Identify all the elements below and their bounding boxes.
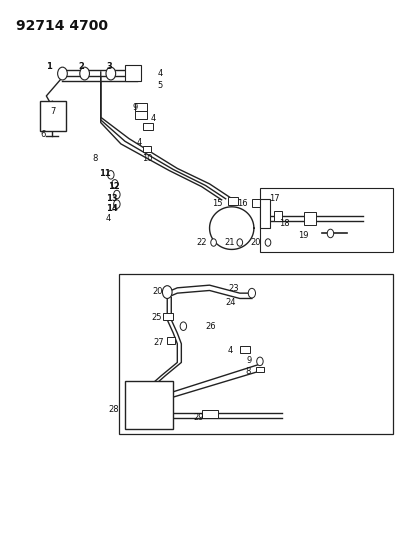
Circle shape bbox=[180, 322, 187, 330]
Bar bbox=[40, 101, 66, 131]
Circle shape bbox=[248, 288, 256, 298]
Bar bbox=[143, 146, 151, 152]
Circle shape bbox=[106, 67, 116, 80]
Circle shape bbox=[112, 180, 118, 188]
Text: 4: 4 bbox=[228, 346, 233, 354]
Circle shape bbox=[114, 200, 120, 208]
Text: 16: 16 bbox=[237, 199, 247, 208]
Text: 29: 29 bbox=[193, 413, 204, 422]
Text: 4: 4 bbox=[150, 115, 156, 123]
Bar bbox=[202, 410, 218, 418]
Text: 14: 14 bbox=[106, 205, 118, 213]
Bar bbox=[240, 346, 250, 353]
Text: 8: 8 bbox=[246, 367, 251, 376]
Text: 19: 19 bbox=[298, 231, 309, 240]
Circle shape bbox=[327, 229, 334, 238]
Bar bbox=[135, 103, 147, 111]
Text: 17: 17 bbox=[269, 194, 280, 203]
Text: 15: 15 bbox=[212, 199, 223, 208]
Text: 1: 1 bbox=[46, 62, 52, 71]
Text: 25: 25 bbox=[151, 313, 162, 322]
Text: 9: 9 bbox=[132, 103, 137, 112]
Text: 13: 13 bbox=[106, 194, 118, 203]
Text: 20: 20 bbox=[251, 238, 261, 247]
Text: 4: 4 bbox=[157, 69, 162, 77]
Text: 6: 6 bbox=[40, 130, 46, 139]
Circle shape bbox=[162, 286, 172, 298]
Text: 12: 12 bbox=[108, 182, 119, 190]
Text: 10: 10 bbox=[142, 154, 153, 163]
Bar bbox=[143, 123, 153, 130]
Text: 11: 11 bbox=[99, 169, 110, 178]
Text: 4: 4 bbox=[106, 214, 111, 223]
Text: 2: 2 bbox=[79, 62, 85, 71]
Bar bbox=[274, 211, 282, 221]
Text: 4: 4 bbox=[137, 139, 142, 147]
Circle shape bbox=[265, 239, 271, 246]
Bar bbox=[119, 274, 393, 434]
Circle shape bbox=[58, 67, 67, 80]
Text: 26: 26 bbox=[206, 322, 216, 330]
Bar bbox=[125, 65, 141, 81]
Text: 21: 21 bbox=[225, 238, 235, 247]
Bar bbox=[135, 111, 147, 119]
Text: 92714 4700: 92714 4700 bbox=[16, 19, 108, 33]
Bar bbox=[260, 199, 270, 228]
Bar bbox=[228, 197, 238, 205]
Text: 5: 5 bbox=[157, 81, 162, 90]
Text: 24: 24 bbox=[226, 298, 236, 306]
Text: 9: 9 bbox=[247, 357, 252, 365]
Circle shape bbox=[114, 190, 120, 199]
Circle shape bbox=[257, 357, 263, 366]
Text: 8: 8 bbox=[92, 154, 97, 163]
Text: 27: 27 bbox=[153, 338, 164, 346]
Text: 23: 23 bbox=[229, 285, 239, 293]
Text: 3: 3 bbox=[107, 62, 112, 71]
Bar bbox=[260, 188, 393, 252]
Text: 22: 22 bbox=[196, 238, 207, 247]
Bar bbox=[252, 199, 262, 207]
Bar bbox=[167, 337, 175, 344]
Bar bbox=[125, 381, 173, 429]
Circle shape bbox=[108, 171, 114, 179]
Text: 18: 18 bbox=[279, 220, 290, 228]
Text: 20: 20 bbox=[152, 287, 163, 296]
Circle shape bbox=[80, 67, 89, 80]
Bar bbox=[163, 313, 173, 320]
Bar bbox=[304, 212, 316, 225]
Text: 28: 28 bbox=[109, 405, 119, 414]
Circle shape bbox=[237, 239, 243, 246]
Bar bbox=[256, 367, 264, 372]
Text: 7: 7 bbox=[51, 108, 56, 116]
Circle shape bbox=[211, 239, 216, 246]
